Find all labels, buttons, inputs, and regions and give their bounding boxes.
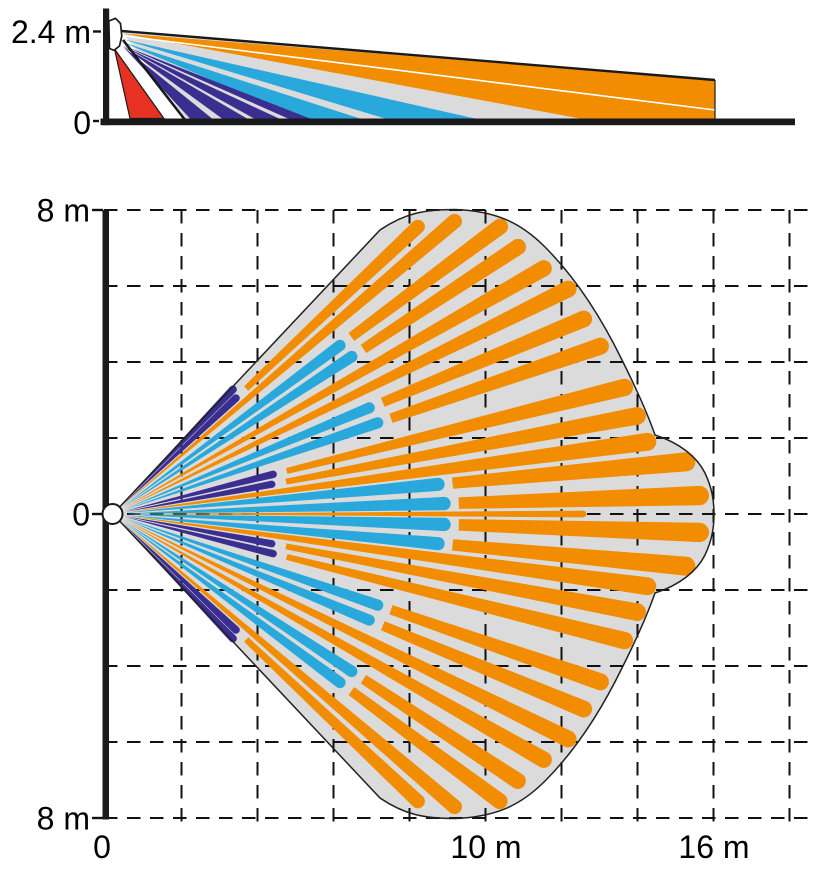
svg-text:8 m: 8 m [37, 193, 90, 229]
svg-text:16 m: 16 m [678, 829, 749, 865]
svg-text:10 m: 10 m [450, 829, 521, 865]
svg-text:2.4 m: 2.4 m [11, 14, 91, 50]
svg-text:0: 0 [72, 497, 90, 533]
svg-text:0: 0 [73, 105, 91, 141]
svg-text:8 m: 8 m [37, 801, 90, 837]
svg-text:0: 0 [93, 829, 111, 865]
